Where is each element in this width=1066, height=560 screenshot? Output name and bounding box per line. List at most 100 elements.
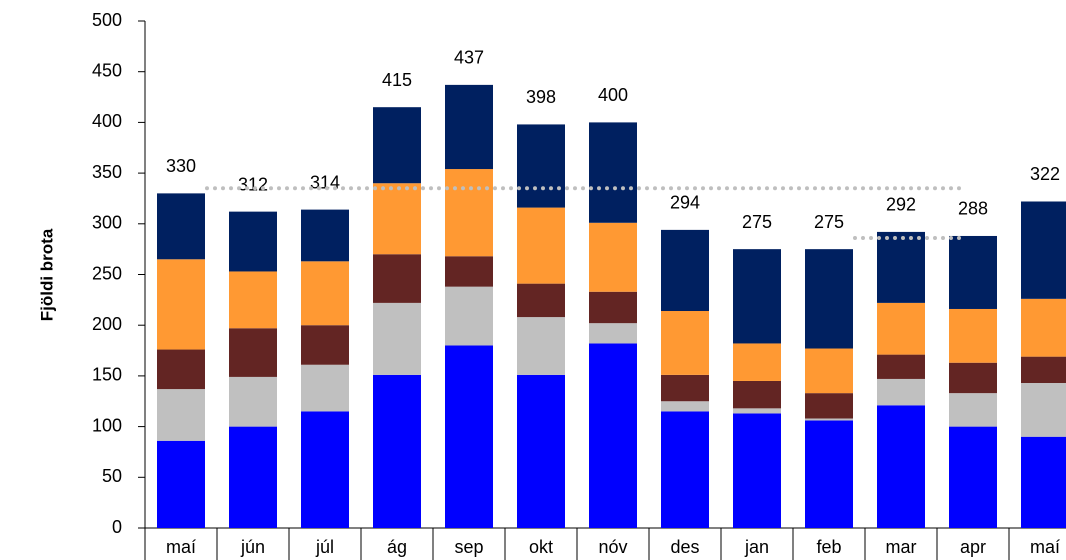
bar-segment xyxy=(805,249,853,349)
bar-segment xyxy=(733,249,781,344)
bar-segment xyxy=(1021,436,1066,528)
x-tick-label: maí xyxy=(1030,537,1060,557)
x-tick-label: des xyxy=(670,537,699,557)
total-label: 294 xyxy=(670,193,700,213)
bar-segment xyxy=(445,345,493,528)
total-label: 275 xyxy=(742,212,772,232)
y-tick-label: 50 xyxy=(102,466,122,486)
bar-segment xyxy=(1021,382,1066,437)
total-label: 330 xyxy=(166,156,196,176)
bar-segment xyxy=(733,413,781,528)
y-tick-label: 0 xyxy=(112,517,122,537)
bar-segment xyxy=(733,380,781,409)
bar-segment xyxy=(229,376,277,427)
total-label: 400 xyxy=(598,85,628,105)
x-tick-label: mar xyxy=(886,537,917,557)
bar-segment xyxy=(229,211,277,272)
total-label: 437 xyxy=(454,48,484,68)
total-label: 312 xyxy=(238,174,268,194)
y-tick-label: 450 xyxy=(92,60,122,80)
total-label: 415 xyxy=(382,70,412,90)
total-label: 288 xyxy=(958,199,988,219)
x-tick-label: okt xyxy=(529,537,553,557)
y-tick-label: 350 xyxy=(92,162,122,182)
y-tick-label: 300 xyxy=(92,213,122,233)
bar-segment xyxy=(589,222,637,292)
bar-segment xyxy=(805,393,853,419)
bar-segment xyxy=(373,183,421,255)
x-tick-label: maí xyxy=(166,537,196,557)
y-tick-label: 200 xyxy=(92,314,122,334)
bar-segment xyxy=(301,411,349,528)
bar-segment xyxy=(1021,356,1066,383)
bar-segment xyxy=(733,343,781,381)
bar-segment xyxy=(301,209,349,262)
bar-segment xyxy=(661,311,709,375)
y-tick-label: 500 xyxy=(92,10,122,30)
bar-segment xyxy=(517,124,565,208)
bar-segment xyxy=(589,323,637,344)
bar-segment xyxy=(1021,298,1066,357)
bar-segment xyxy=(373,107,421,184)
x-tick-label: ág xyxy=(387,537,407,557)
x-tick-label: nóv xyxy=(598,537,627,557)
bar-segment xyxy=(373,254,421,303)
x-tick-label: apr xyxy=(960,537,986,557)
bar-segment xyxy=(157,389,205,441)
y-tick-label: 150 xyxy=(92,365,122,385)
bar-segment xyxy=(805,420,853,528)
x-tick-label: sep xyxy=(454,537,483,557)
bar-segment xyxy=(949,393,997,427)
total-label: 322 xyxy=(1030,164,1060,184)
bar-segment xyxy=(517,374,565,528)
y-tick-label: 400 xyxy=(92,111,122,131)
y-tick-label: 100 xyxy=(92,415,122,435)
x-tick-label: júl xyxy=(315,537,334,557)
bar-segment xyxy=(517,207,565,284)
bar-segment xyxy=(229,426,277,528)
bar-segment xyxy=(877,231,925,303)
bar-segment xyxy=(229,328,277,377)
bar-segment xyxy=(949,362,997,394)
bar-segment xyxy=(229,271,277,329)
bar-segment xyxy=(661,374,709,402)
bar-segment xyxy=(301,325,349,365)
bar-segment xyxy=(301,364,349,412)
bar-segment xyxy=(589,291,637,324)
bar-segment xyxy=(157,259,205,350)
bar-segment xyxy=(517,283,565,318)
bar-segment xyxy=(733,408,781,414)
bar-segment xyxy=(877,302,925,355)
bar-segment xyxy=(661,229,709,312)
bar-segment xyxy=(157,349,205,390)
bar-segment xyxy=(445,84,493,170)
y-axis-label: Fjöldi brota xyxy=(37,228,56,321)
x-tick-label: jún xyxy=(240,537,265,557)
total-label: 398 xyxy=(526,87,556,107)
y-tick-label: 250 xyxy=(92,263,122,283)
bar-segment xyxy=(661,401,709,412)
bar-segment xyxy=(877,354,925,379)
bar-segment xyxy=(805,348,853,394)
bar-segment xyxy=(445,256,493,287)
x-tick-label: jan xyxy=(744,537,769,557)
bar-segment xyxy=(517,317,565,375)
total-label: 275 xyxy=(814,212,844,232)
bar-segment xyxy=(805,418,853,421)
bar-segment xyxy=(373,302,421,375)
bar-segment xyxy=(949,308,997,363)
bar-segment xyxy=(949,235,997,309)
bar-segment xyxy=(661,411,709,528)
bar-segment xyxy=(157,193,205,260)
bar-segment xyxy=(1021,201,1066,299)
bar-segment xyxy=(589,343,637,528)
bar-segment xyxy=(301,261,349,326)
bar-segment xyxy=(445,286,493,346)
bar-segment xyxy=(949,426,997,528)
bar-segment xyxy=(589,122,637,223)
bar-segment xyxy=(373,374,421,528)
bar-segment xyxy=(877,405,925,528)
bar-segment xyxy=(157,440,205,528)
total-label: 292 xyxy=(886,195,916,215)
